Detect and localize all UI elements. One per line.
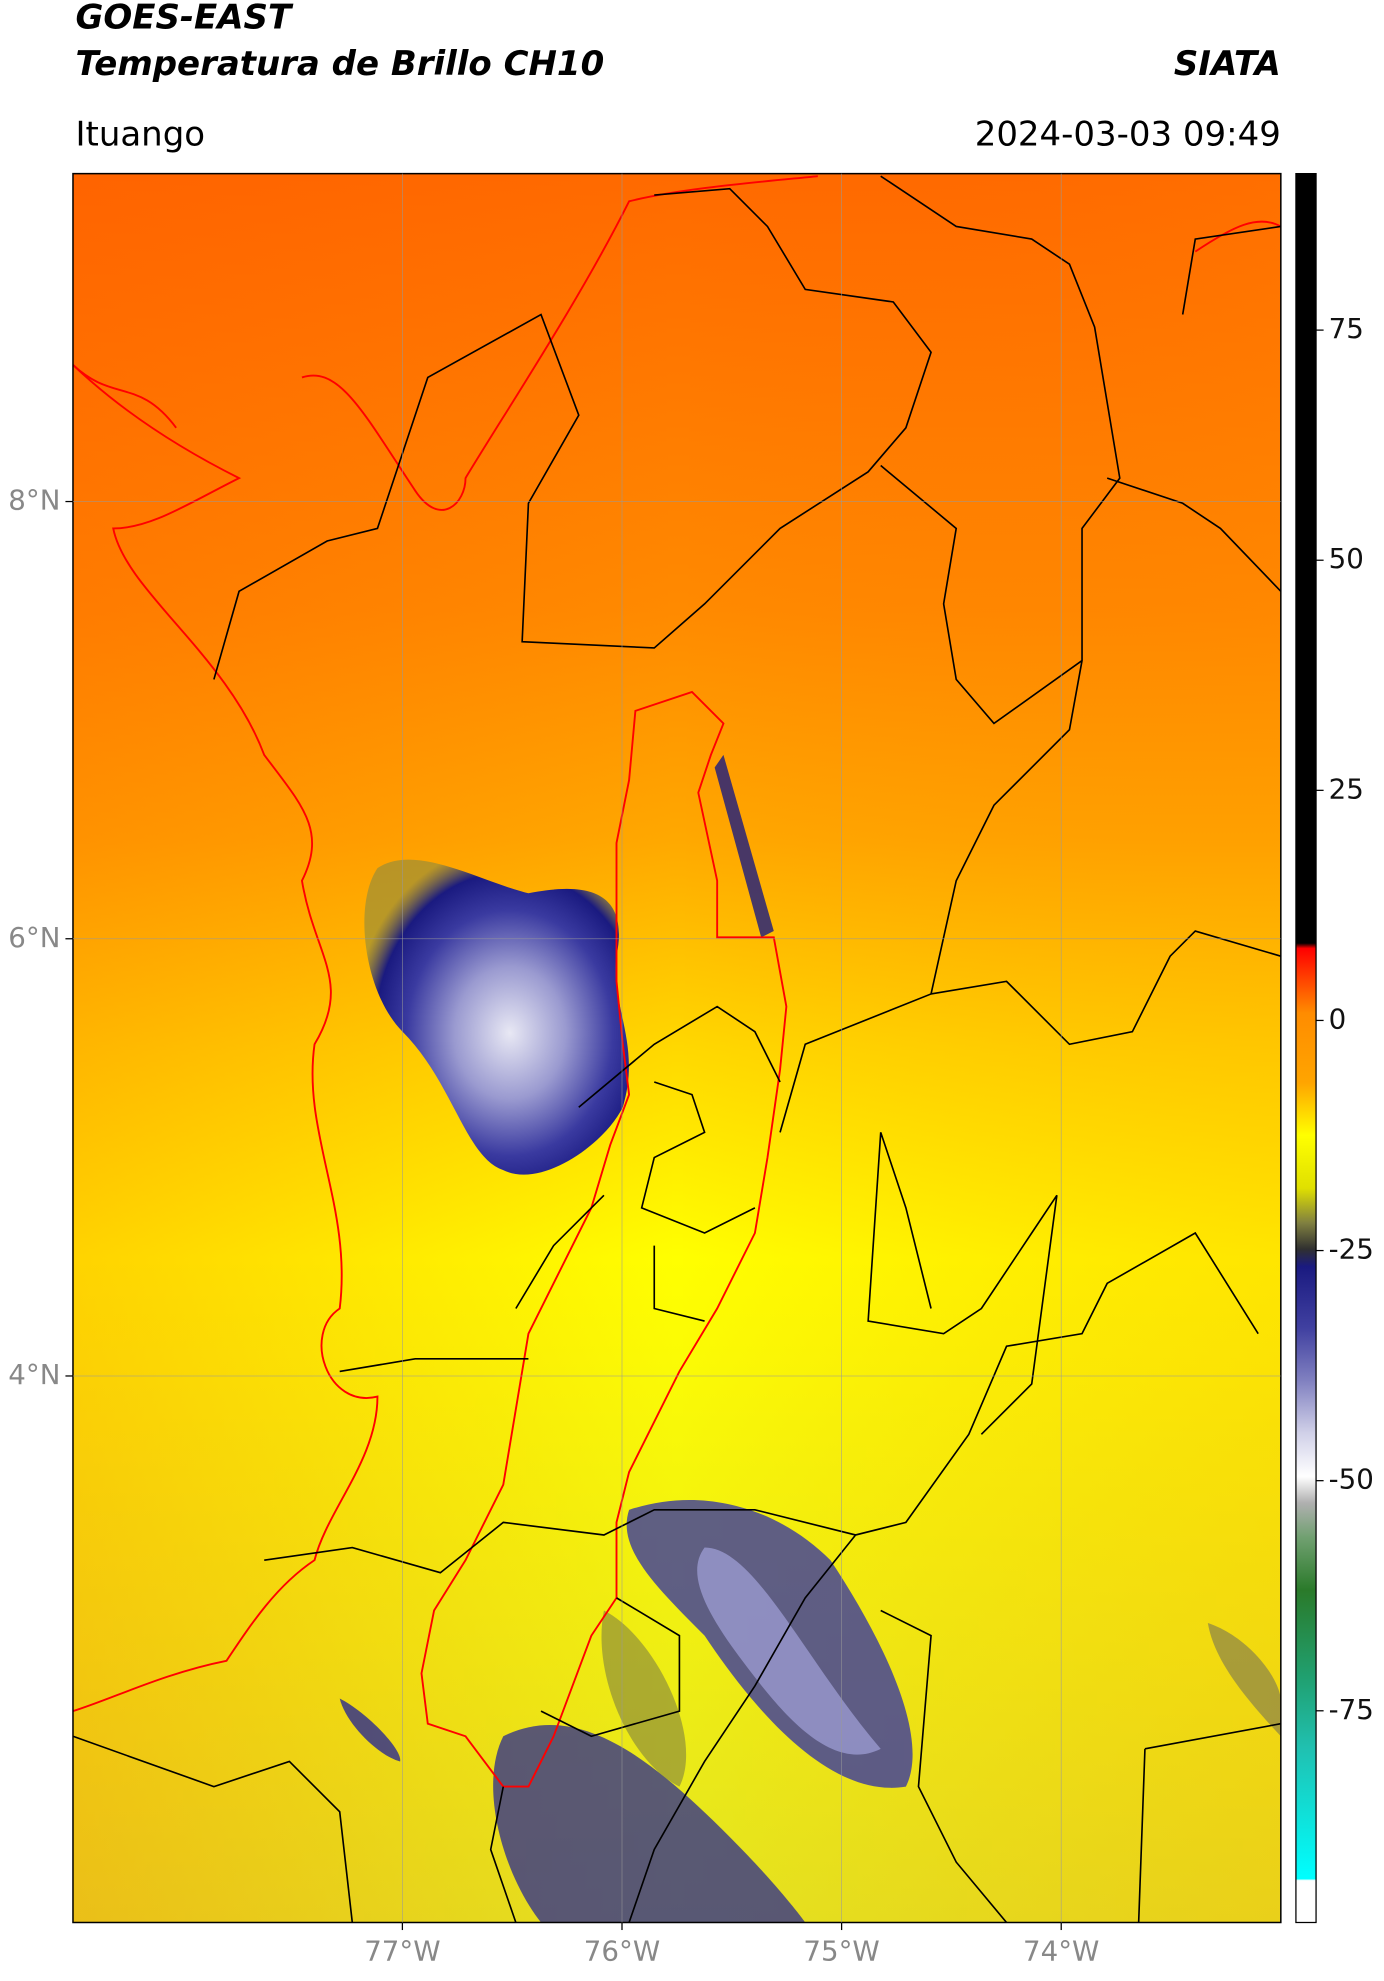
colorbar-tick-label: 75 — [1329, 312, 1364, 345]
colorbar-tick-label: 25 — [1329, 772, 1364, 805]
location: Ituango — [75, 114, 205, 154]
x-tick-label: 74°W — [1023, 1935, 1099, 1968]
title: GOES-EAST — [75, 0, 293, 37]
antioquia-border — [420, 690, 788, 1788]
department-border — [72, 1132, 1281, 1923]
colorbar-tick-label: -75 — [1329, 1693, 1374, 1726]
colorbar — [1295, 172, 1317, 1924]
datetime: 2024-03-03 09:49 — [975, 114, 1281, 154]
map — [72, 173, 1281, 1923]
coastline — [72, 364, 379, 1713]
colorbar-tick-label: -25 — [1329, 1233, 1374, 1266]
department-border — [515, 1005, 781, 1322]
colorbar-tick-label: 50 — [1329, 542, 1364, 575]
cloud — [1207, 1623, 1281, 1737]
cloud — [601, 1610, 687, 1787]
colorbar-tick-label: -50 — [1329, 1463, 1374, 1496]
map-frame — [72, 172, 1282, 1924]
cloud — [339, 1698, 401, 1762]
map-shade — [72, 173, 1281, 1923]
y-tick-label: 8°N — [8, 484, 60, 517]
y-tick-label: 6°N — [8, 921, 60, 954]
coastline — [72, 175, 1281, 511]
cloud — [493, 1725, 806, 1923]
colorbar-tick-label: 0 — [1329, 1002, 1347, 1035]
x-tick-label: 76°W — [584, 1935, 660, 1968]
x-tick-label: 77°W — [364, 1935, 440, 1968]
source: SIATA — [1174, 44, 1281, 84]
y-tick-label: 4°N — [8, 1358, 60, 1391]
subtitle: Temperatura de Brillo CH10 — [75, 44, 604, 84]
department-border — [213, 175, 1281, 1133]
x-tick-label: 75°W — [803, 1935, 879, 1968]
cloud — [697, 1547, 881, 1755]
cloud — [714, 754, 774, 938]
